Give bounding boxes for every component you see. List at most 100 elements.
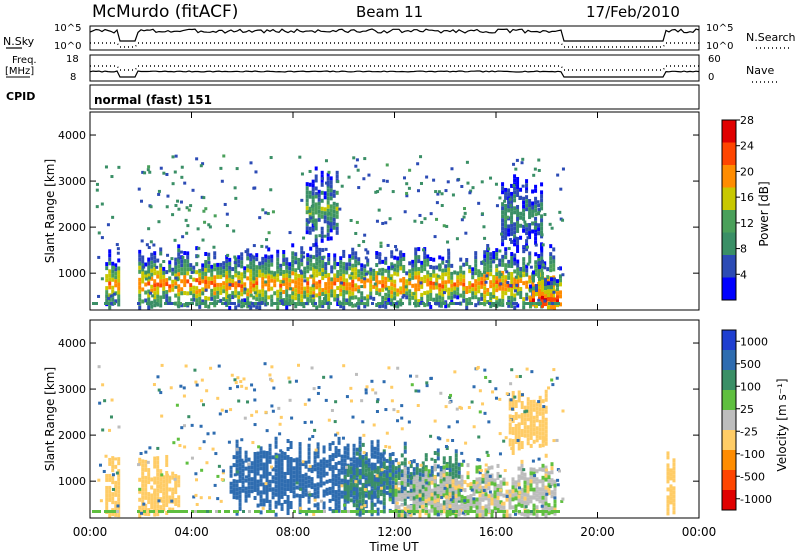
echo-cell bbox=[526, 481, 530, 486]
echo-cell bbox=[335, 226, 339, 231]
echo-cell bbox=[297, 363, 301, 367]
echo-cell bbox=[474, 303, 478, 308]
echo-cell bbox=[323, 510, 326, 513]
echo-cell bbox=[283, 455, 287, 460]
echo-cell bbox=[508, 497, 512, 502]
echo-cell bbox=[362, 451, 366, 455]
echo-cell bbox=[666, 495, 670, 500]
echo-cell bbox=[384, 276, 388, 281]
echo-cell bbox=[504, 247, 508, 252]
echo-cell bbox=[329, 236, 333, 241]
echo-cell bbox=[495, 280, 499, 285]
echo-cell bbox=[253, 186, 257, 190]
echo-cell bbox=[160, 499, 164, 503]
echo-cell bbox=[250, 489, 254, 494]
echo-cell bbox=[541, 475, 545, 480]
echo-cell bbox=[254, 170, 258, 174]
echo-cell bbox=[510, 256, 514, 261]
echo-cell bbox=[382, 505, 386, 510]
echo-cell bbox=[429, 272, 433, 277]
echo-cell bbox=[454, 461, 458, 466]
echo-cell bbox=[174, 489, 178, 494]
echo-cell bbox=[283, 475, 287, 480]
echo-cell bbox=[238, 470, 242, 475]
echo-cell bbox=[360, 299, 364, 304]
echo-cell bbox=[290, 416, 294, 420]
echo-cell bbox=[549, 293, 553, 298]
echo-cell bbox=[252, 277, 256, 281]
echo-cell bbox=[314, 166, 318, 171]
echo-cell bbox=[337, 452, 341, 457]
echo-cell bbox=[485, 510, 488, 513]
echo-cell bbox=[252, 271, 256, 276]
echo-cell bbox=[531, 278, 535, 283]
echo-cell bbox=[451, 463, 455, 468]
echo-cell bbox=[493, 506, 497, 511]
echo-cell bbox=[439, 483, 443, 488]
echo-cell bbox=[526, 405, 530, 410]
echo-cell bbox=[436, 452, 440, 457]
echo-cell bbox=[166, 194, 170, 198]
echo-cell bbox=[335, 510, 338, 513]
echo-cell bbox=[310, 477, 314, 482]
echo-cell bbox=[108, 477, 112, 482]
echo-cell bbox=[316, 486, 320, 491]
echo-cell bbox=[475, 509, 479, 514]
echo-cell bbox=[373, 502, 377, 507]
echo-cell bbox=[180, 287, 184, 292]
echo-cell bbox=[331, 481, 335, 486]
echo-cell bbox=[317, 386, 321, 390]
echo-cell bbox=[229, 489, 233, 494]
echo-cell bbox=[358, 479, 362, 484]
echo-cell bbox=[417, 275, 421, 280]
echo-cell bbox=[518, 491, 522, 495]
echo-cell bbox=[328, 458, 332, 463]
echo-cell bbox=[159, 247, 163, 252]
echo-cell bbox=[109, 415, 113, 419]
echo-cell bbox=[304, 476, 308, 481]
echo-cell bbox=[314, 194, 318, 199]
echo-cell bbox=[262, 490, 266, 495]
echo-cell bbox=[419, 463, 423, 467]
echo-cell bbox=[241, 488, 245, 493]
echo-cell bbox=[141, 491, 145, 496]
echo-cell bbox=[282, 254, 286, 259]
echo-cell bbox=[167, 302, 170, 305]
echo-cell bbox=[141, 483, 145, 488]
echo-cell bbox=[515, 158, 519, 162]
echo-cell bbox=[507, 295, 511, 300]
echo-cell bbox=[432, 281, 436, 286]
echo-cell bbox=[508, 426, 512, 431]
echo-cell bbox=[478, 481, 482, 486]
echo-cell bbox=[396, 292, 400, 297]
echo-cell bbox=[429, 264, 433, 269]
echo-cell bbox=[537, 274, 541, 279]
echo-cell bbox=[279, 291, 283, 296]
echo-cell bbox=[478, 389, 482, 393]
echo-cell bbox=[409, 484, 413, 489]
echo-cell bbox=[512, 510, 515, 513]
echo-cell bbox=[504, 223, 508, 228]
echo-cell bbox=[97, 294, 101, 298]
echo-cell bbox=[484, 512, 488, 517]
echo-cell bbox=[541, 499, 545, 504]
echo-cell bbox=[445, 499, 449, 504]
echo-cell bbox=[105, 274, 109, 279]
echo-cell bbox=[253, 483, 257, 488]
echo-cell bbox=[297, 285, 301, 290]
echo-cell bbox=[388, 498, 392, 502]
echo-cell bbox=[258, 216, 262, 220]
echo-cell bbox=[501, 242, 505, 247]
echo-cell bbox=[516, 244, 520, 249]
echo-cell bbox=[397, 464, 401, 469]
echo-cell bbox=[329, 196, 333, 201]
echo-cell bbox=[510, 183, 514, 188]
echo-cell bbox=[538, 407, 542, 412]
echo-cell bbox=[367, 475, 371, 480]
echo-cell bbox=[242, 302, 245, 305]
echo-cell bbox=[504, 235, 508, 240]
echo-cell bbox=[534, 252, 538, 257]
echo-cell bbox=[387, 297, 391, 302]
cpid-label: CPID bbox=[6, 90, 35, 103]
